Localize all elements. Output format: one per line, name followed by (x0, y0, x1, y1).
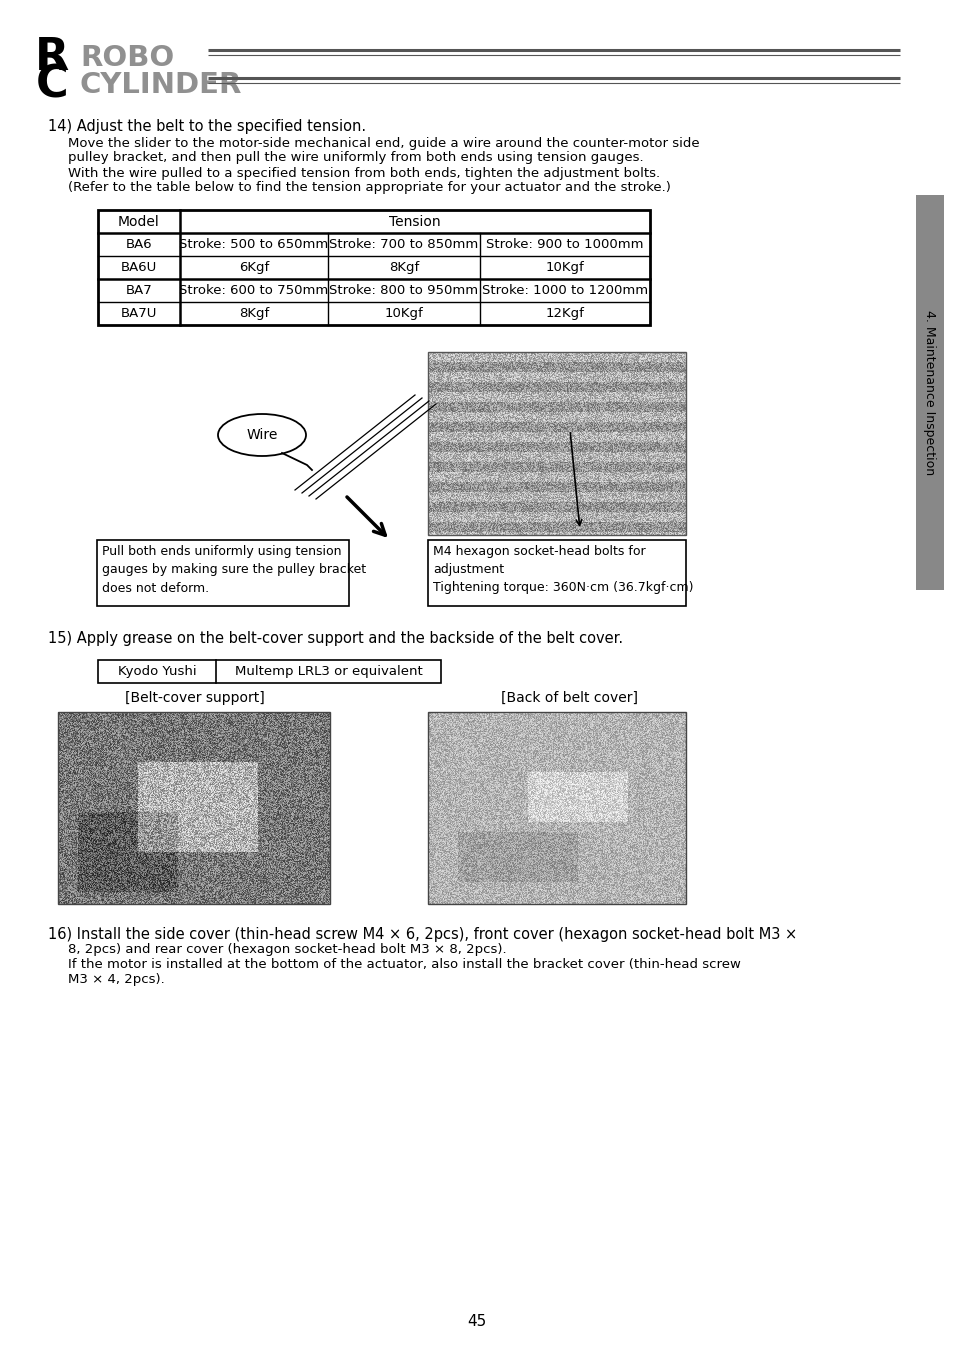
Text: 8Kgf: 8Kgf (238, 306, 269, 320)
Text: BA7: BA7 (126, 284, 152, 297)
Text: BA6: BA6 (126, 238, 152, 251)
Bar (328, 279, 479, 302)
Bar (98, 234, 180, 256)
Bar (98, 660, 440, 683)
Text: M4 hexagon socket-head bolts for: M4 hexagon socket-head bolts for (433, 545, 645, 559)
Bar (98, 211, 180, 234)
Text: 15) Apply grease on the belt-cover support and the backside of the belt cover.: 15) Apply grease on the belt-cover suppo… (48, 630, 622, 645)
Bar (180, 302, 328, 325)
Text: 10Kgf: 10Kgf (384, 306, 423, 320)
Text: [Belt-cover support]: [Belt-cover support] (125, 691, 265, 705)
Bar (180, 279, 328, 302)
Text: R: R (35, 36, 69, 80)
Text: If the motor is installed at the bottom of the actuator, also install the bracke: If the motor is installed at the bottom … (68, 958, 740, 971)
Text: does not deform.: does not deform. (102, 582, 209, 594)
Text: (Refer to the table below to find the tension appropriate for your actuator and : (Refer to the table below to find the te… (68, 181, 670, 194)
Text: Stroke: 700 to 850mm: Stroke: 700 to 850mm (329, 238, 478, 251)
Bar (98, 211, 649, 325)
Text: BA7U: BA7U (121, 306, 157, 320)
Bar (328, 302, 479, 325)
Bar (915, 194, 943, 590)
Text: 10Kgf: 10Kgf (545, 261, 584, 274)
Bar (180, 211, 649, 234)
Text: Stroke: 600 to 750mm: Stroke: 600 to 750mm (179, 284, 328, 297)
Bar (180, 234, 328, 256)
Ellipse shape (218, 414, 306, 456)
Text: M3 × 4, 2pcs).: M3 × 4, 2pcs). (68, 973, 165, 987)
Text: adjustment: adjustment (433, 563, 503, 576)
Text: Stroke: 1000 to 1200mm: Stroke: 1000 to 1200mm (481, 284, 647, 297)
Text: BA6U: BA6U (121, 261, 157, 274)
Text: Move the slider to the motor-side mechanical end, guide a wire around the counte: Move the slider to the motor-side mechan… (68, 136, 699, 150)
Bar (428, 352, 685, 535)
Text: Tightening torque: 360N·cm (36.7kgf·cm): Tightening torque: 360N·cm (36.7kgf·cm) (433, 582, 693, 594)
Text: ROBO: ROBO (80, 45, 174, 72)
Bar (479, 279, 649, 302)
Text: Tension: Tension (389, 215, 440, 228)
Bar (98, 302, 180, 325)
Text: Stroke: 900 to 1000mm: Stroke: 900 to 1000mm (486, 238, 643, 251)
Bar (479, 302, 649, 325)
Text: [Back of belt cover]: [Back of belt cover] (501, 691, 638, 705)
Text: Stroke: 800 to 950mm: Stroke: 800 to 950mm (329, 284, 478, 297)
Text: gauges by making sure the pulley bracket: gauges by making sure the pulley bracket (102, 563, 366, 576)
Bar (58, 711, 330, 904)
Text: Wire: Wire (246, 428, 277, 441)
Bar (428, 711, 685, 904)
Text: 6Kgf: 6Kgf (238, 261, 269, 274)
Text: 14) Adjust the belt to the specified tension.: 14) Adjust the belt to the specified ten… (48, 120, 366, 135)
Text: Pull both ends uniformly using tension: Pull both ends uniformly using tension (102, 545, 341, 559)
Bar (328, 256, 479, 279)
Text: 4. Maintenance Inspection: 4. Maintenance Inspection (923, 310, 936, 475)
Bar (479, 256, 649, 279)
Text: 45: 45 (467, 1315, 486, 1330)
Text: Kyodo Yushi: Kyodo Yushi (117, 666, 196, 678)
Bar (98, 256, 180, 279)
Bar (479, 234, 649, 256)
Bar (428, 540, 685, 606)
Text: 16) Install the side cover (thin-head screw M4 × 6, 2pcs), front cover (hexagon : 16) Install the side cover (thin-head sc… (48, 926, 797, 941)
Bar (328, 234, 479, 256)
Text: 8, 2pcs) and rear cover (hexagon socket-head bolt M3 × 8, 2pcs).: 8, 2pcs) and rear cover (hexagon socket-… (68, 942, 506, 956)
Bar (98, 279, 180, 302)
Bar (180, 256, 328, 279)
Text: 12Kgf: 12Kgf (545, 306, 584, 320)
Text: CYLINDER: CYLINDER (80, 72, 242, 99)
Text: Multemp LRL3 or equivalent: Multemp LRL3 or equivalent (234, 666, 422, 678)
Text: pulley bracket, and then pull the wire uniformly from both ends using tension ga: pulley bracket, and then pull the wire u… (68, 151, 643, 165)
Text: 8Kgf: 8Kgf (389, 261, 418, 274)
Text: With the wire pulled to a specified tension from both ends, tighten the adjustme: With the wire pulled to a specified tens… (68, 166, 659, 180)
Text: Stroke: 500 to 650mm: Stroke: 500 to 650mm (179, 238, 328, 251)
Bar (98, 211, 649, 325)
Text: Model: Model (118, 215, 160, 228)
Bar (97, 540, 349, 606)
Text: C: C (35, 63, 69, 107)
